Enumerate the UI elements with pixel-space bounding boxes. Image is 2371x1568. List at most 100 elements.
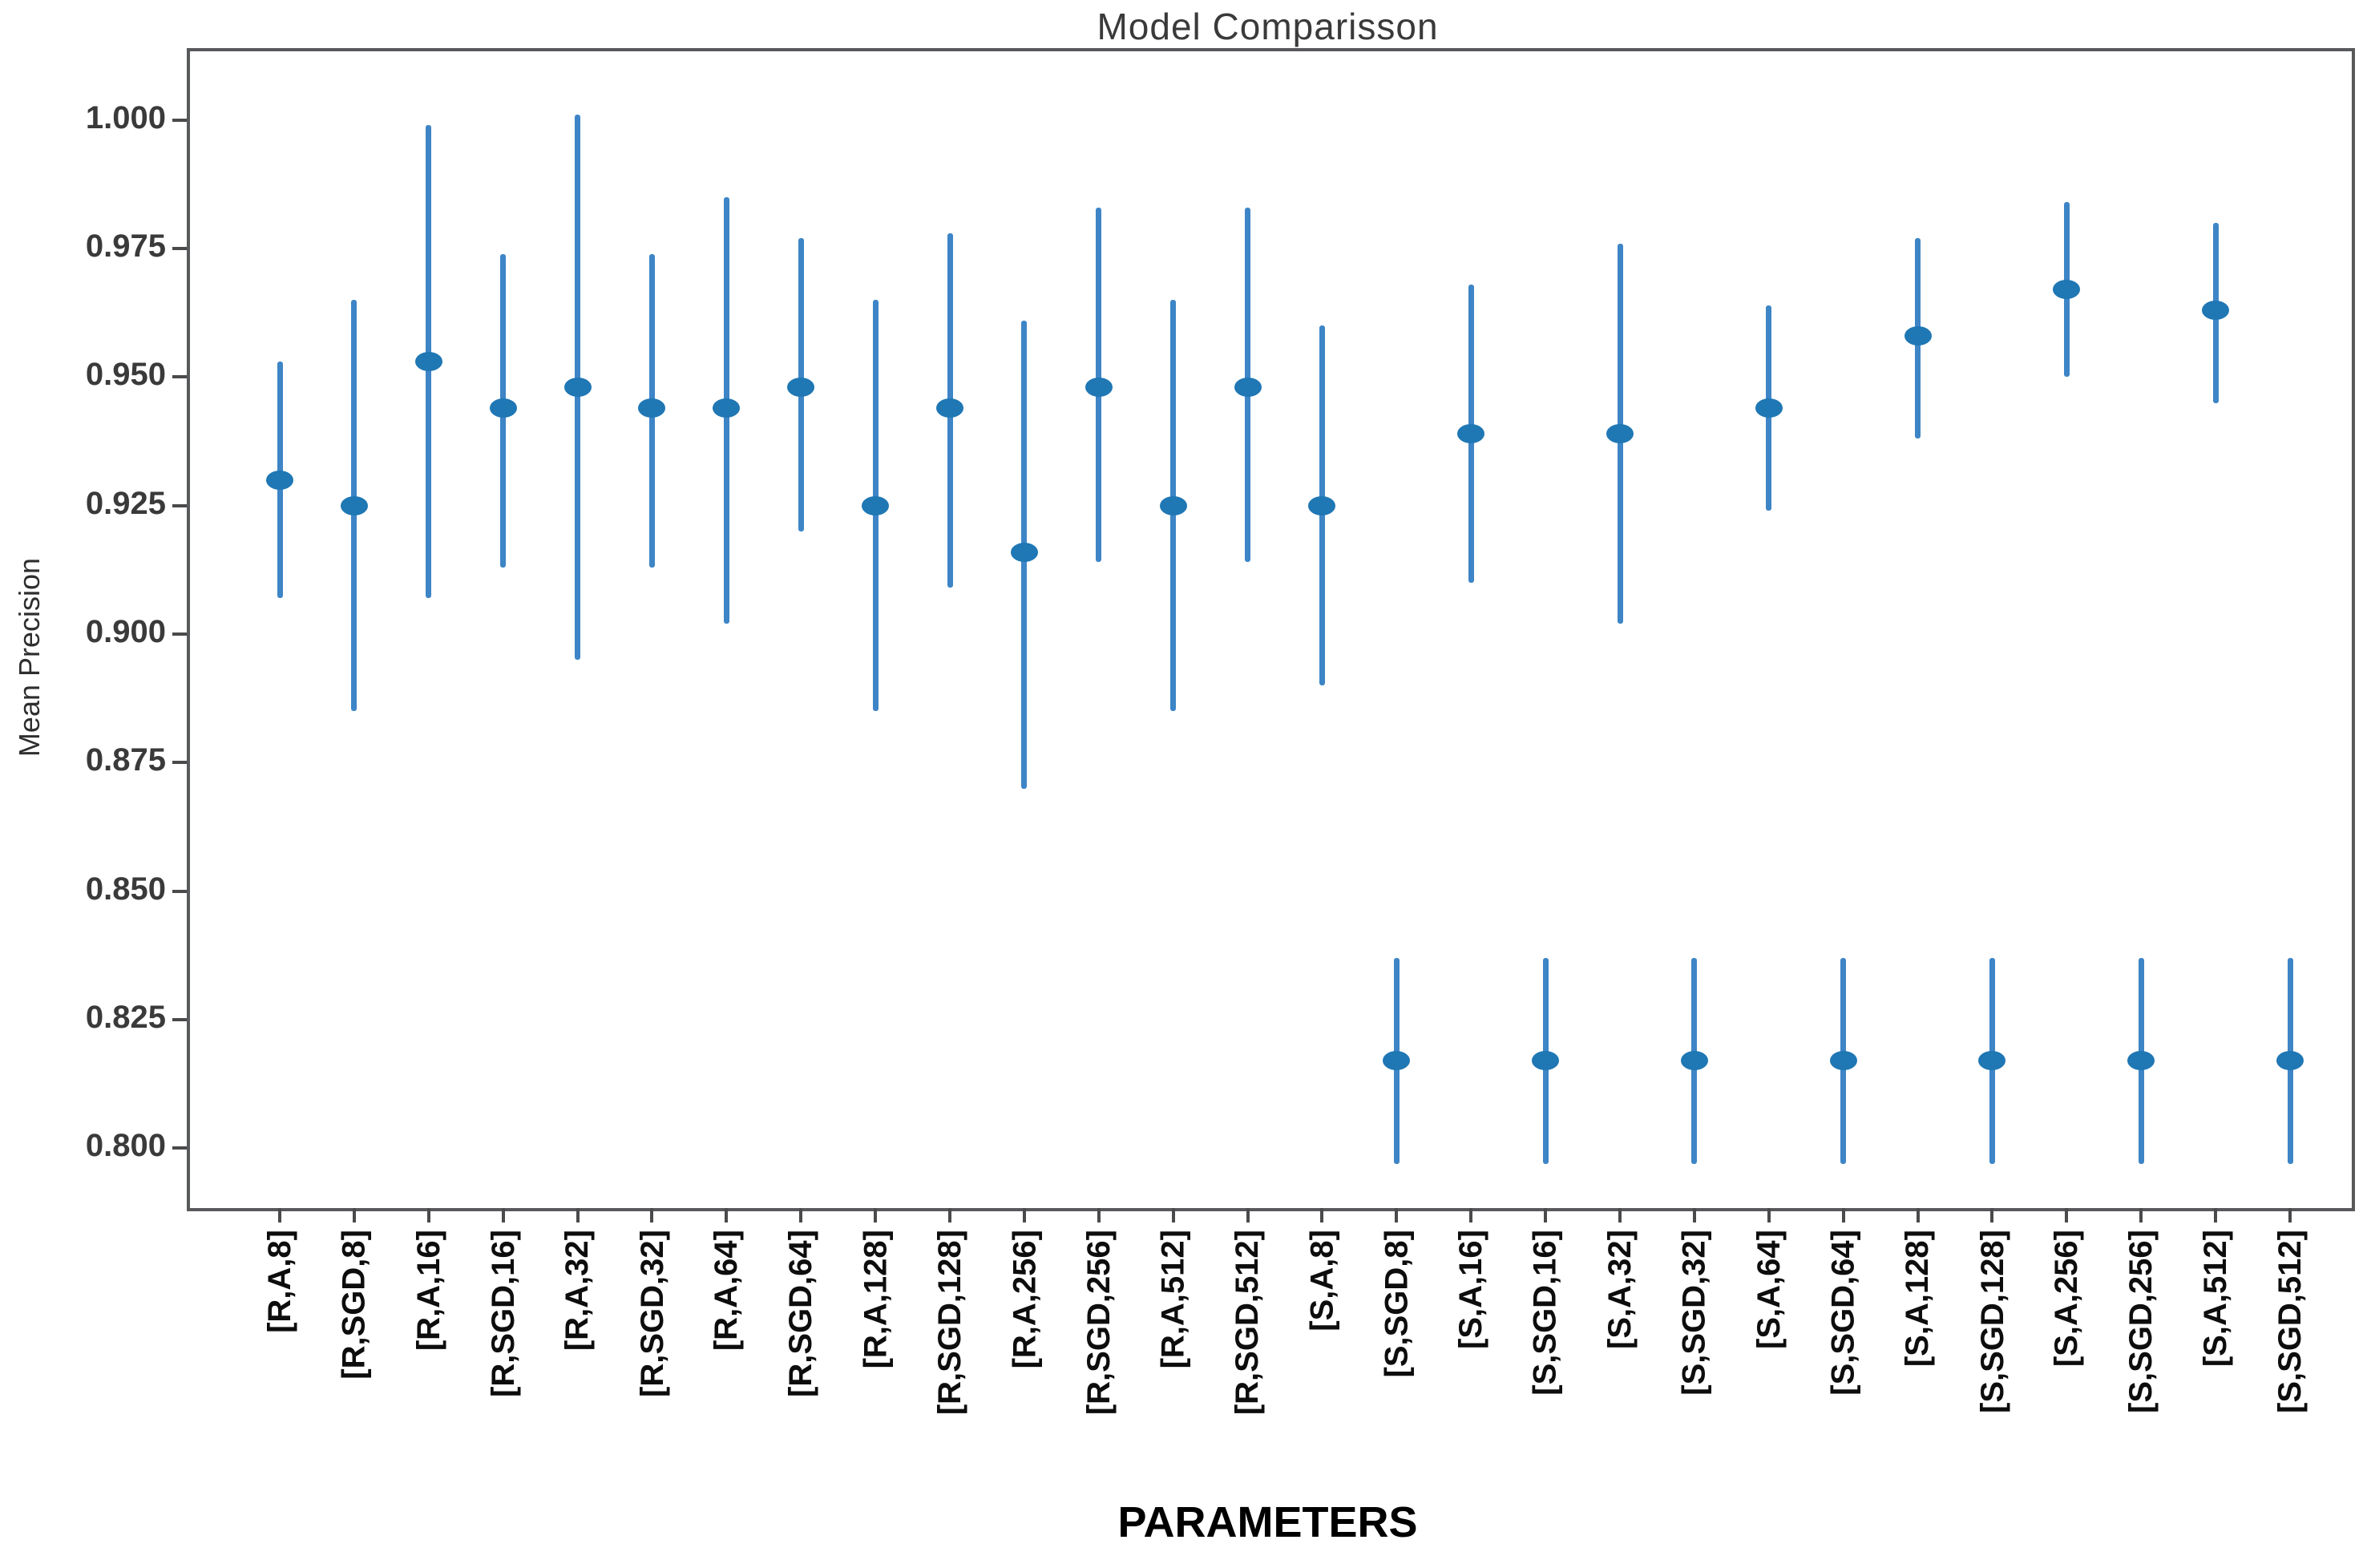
mean-marker: [1680, 1051, 1708, 1071]
x-tick-label: [R,SGD,8]: [336, 1230, 372, 1380]
x-tick-mark: [2288, 1208, 2292, 1222]
mean-marker: [1755, 398, 1783, 418]
x-tick-mark: [1097, 1208, 1101, 1222]
y-tick-label: 0.800: [85, 1128, 166, 1164]
x-tick-mark: [948, 1208, 951, 1222]
mean-marker: [414, 352, 442, 372]
mean-marker: [340, 495, 368, 515]
x-tick-label: [S,SGD,32]: [1676, 1230, 1712, 1396]
y-axis-label: Mean Precision: [13, 557, 46, 758]
mean-marker: [1308, 495, 1336, 515]
x-tick-mark: [2139, 1208, 2143, 1222]
x-tick-label: [S,A,32]: [1602, 1230, 1638, 1349]
x-tick-mark: [1395, 1208, 1399, 1222]
x-tick-label: [S,A,256]: [2049, 1230, 2085, 1368]
x-tick-mark: [352, 1208, 356, 1222]
mean-marker: [638, 398, 666, 418]
y-tick-mark: [172, 503, 187, 507]
x-tick-label: [R,A,32]: [559, 1230, 596, 1352]
y-tick-mark: [172, 118, 187, 122]
x-tick-mark: [1916, 1208, 1920, 1222]
mean-marker: [2053, 280, 2081, 300]
x-tick-mark: [501, 1208, 505, 1222]
mean-marker: [563, 378, 592, 398]
x-tick-label: [R,A,128]: [858, 1230, 894, 1369]
x-tick-mark: [576, 1208, 580, 1222]
mean-marker: [2127, 1051, 2155, 1071]
mean-marker: [489, 398, 517, 418]
mean-marker: [1532, 1051, 1560, 1071]
x-tick-mark: [1320, 1208, 1324, 1222]
mean-marker: [1904, 326, 1932, 346]
mean-marker: [713, 398, 741, 418]
mean-marker: [936, 398, 963, 418]
x-tick-label: [S,A,512]: [2198, 1230, 2234, 1368]
x-tick-mark: [1469, 1208, 1473, 1222]
x-tick-label: [R,A,16]: [410, 1230, 446, 1352]
x-tick-mark: [1692, 1208, 1696, 1222]
y-tick-mark: [172, 889, 187, 893]
x-tick-label: [R,SGD,32]: [634, 1230, 670, 1397]
x-tick-mark: [1246, 1208, 1250, 1222]
x-tick-mark: [1767, 1208, 1771, 1222]
y-tick-label: 1.000: [85, 99, 166, 135]
y-tick-mark: [172, 632, 187, 636]
y-tick-label: 0.925: [85, 485, 166, 521]
x-tick-label: [S,SGD,8]: [1379, 1230, 1415, 1378]
x-tick-mark: [1618, 1208, 1622, 1222]
x-tick-label: [S,A,128]: [1900, 1230, 1936, 1368]
x-tick-mark: [799, 1208, 803, 1222]
mean-marker: [1457, 424, 1485, 443]
mean-marker: [266, 470, 293, 490]
y-tick-label: 0.900: [85, 614, 166, 650]
x-axis-label: PARAMETERS: [1117, 1498, 1418, 1546]
mean-marker: [1159, 495, 1187, 515]
mean-marker: [787, 378, 815, 398]
chart-title: Model Comparisson: [1097, 6, 1439, 47]
y-tick-label: 0.850: [85, 871, 166, 907]
x-tick-label: [S,SGD,128]: [1974, 1230, 2010, 1413]
x-tick-label: [R,SGD,256]: [1080, 1230, 1117, 1416]
x-tick-label: [R,SGD,128]: [932, 1230, 968, 1416]
mean-marker: [1978, 1051, 2006, 1071]
x-tick-label: [R,A,512]: [1155, 1230, 1191, 1369]
x-tick-label: [R,A,8]: [262, 1230, 297, 1333]
y-tick-label: 0.950: [85, 357, 166, 393]
mean-marker: [1829, 1051, 1857, 1071]
mean-marker: [1010, 542, 1038, 562]
x-tick-label: [R,A,256]: [1006, 1230, 1042, 1369]
mean-marker: [1085, 378, 1113, 398]
y-tick-label: 0.875: [85, 742, 166, 778]
x-tick-label: [R,SGD,64]: [783, 1230, 819, 1397]
mean-marker: [1234, 378, 1262, 398]
x-tick-label: [S,SGD,64]: [1825, 1230, 1861, 1396]
y-tick-label: 0.825: [85, 1000, 166, 1036]
x-tick-label: [S,A,64]: [1751, 1230, 1787, 1349]
x-tick-label: [S,A,8]: [1304, 1230, 1340, 1332]
x-tick-mark: [426, 1208, 430, 1222]
x-tick-mark: [2214, 1208, 2218, 1222]
y-tick-label: 0.975: [85, 228, 166, 265]
y-tick-mark: [172, 761, 187, 765]
x-tick-mark: [278, 1208, 281, 1222]
x-tick-label: [R,A,64]: [709, 1230, 745, 1352]
x-tick-mark: [1171, 1208, 1175, 1222]
x-tick-mark: [874, 1208, 878, 1222]
x-tick-label: [S,SGD,512]: [2272, 1230, 2308, 1413]
x-tick-mark: [1544, 1208, 1548, 1222]
mean-marker: [1383, 1051, 1411, 1071]
x-tick-mark: [1841, 1208, 1845, 1222]
x-tick-label: [S,SGD,16]: [1528, 1230, 1564, 1396]
x-tick-label: [S,SGD,256]: [2123, 1230, 2159, 1413]
x-tick-label: [S,A,16]: [1453, 1230, 1489, 1349]
x-tick-label: [R,SGD,16]: [485, 1230, 521, 1397]
x-tick-label: [R,SGD,512]: [1230, 1230, 1266, 1416]
mean-marker: [2276, 1051, 2304, 1071]
mean-marker: [2202, 301, 2230, 321]
x-tick-mark: [2065, 1208, 2069, 1222]
x-tick-mark: [650, 1208, 654, 1222]
x-tick-mark: [1022, 1208, 1026, 1222]
x-tick-mark: [1990, 1208, 1994, 1222]
plot-area: [187, 48, 2355, 1211]
